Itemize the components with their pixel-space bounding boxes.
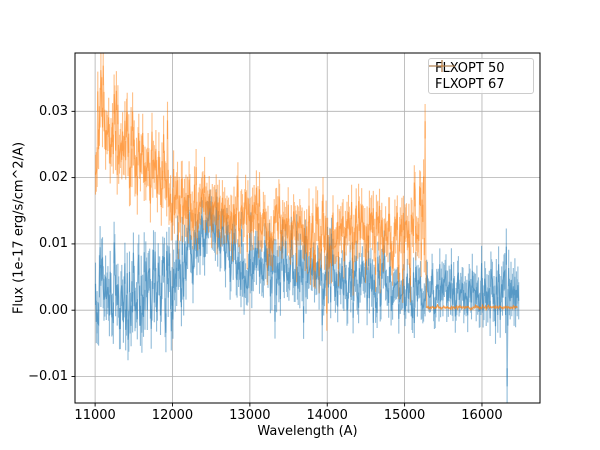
y-tick-label: 0.03 — [39, 103, 68, 119]
legend-entry-flxopt-67: FLXOPT 67 — [429, 60, 527, 92]
series-flxopt-67 — [94, 53, 518, 331]
y-tick-label: 0.02 — [39, 170, 68, 186]
y-tick-label: −0.01 — [28, 368, 68, 384]
x-axis-label: Wavelength (A) — [257, 424, 358, 439]
legend-label: FLXOPT 50 — [435, 60, 505, 76]
x-tick-label: 14000 — [306, 408, 348, 423]
legend-label: FLXOPT 67 — [435, 76, 505, 92]
grid — [75, 53, 540, 403]
axes-frame — [74, 52, 541, 404]
x-tick-label: 11000 — [74, 408, 116, 423]
legend-errorbar-key-icon — [429, 60, 455, 72]
legend: FLXOPT 50 FLXOPT 67 — [428, 58, 534, 94]
y-tick-label: 0.01 — [39, 236, 68, 252]
tick-marks — [71, 110, 483, 407]
x-tick-label: 15000 — [383, 408, 426, 423]
x-tick-label: 12000 — [151, 408, 194, 423]
y-axis-label: Flux (1e-17 erg/s/cm^2/A) — [11, 141, 27, 315]
spectrum-line — [94, 65, 518, 314]
y-tick-label: 0.00 — [39, 302, 68, 318]
x-tick-label: 13000 — [229, 408, 271, 423]
x-tick-label: 16000 — [461, 408, 503, 423]
